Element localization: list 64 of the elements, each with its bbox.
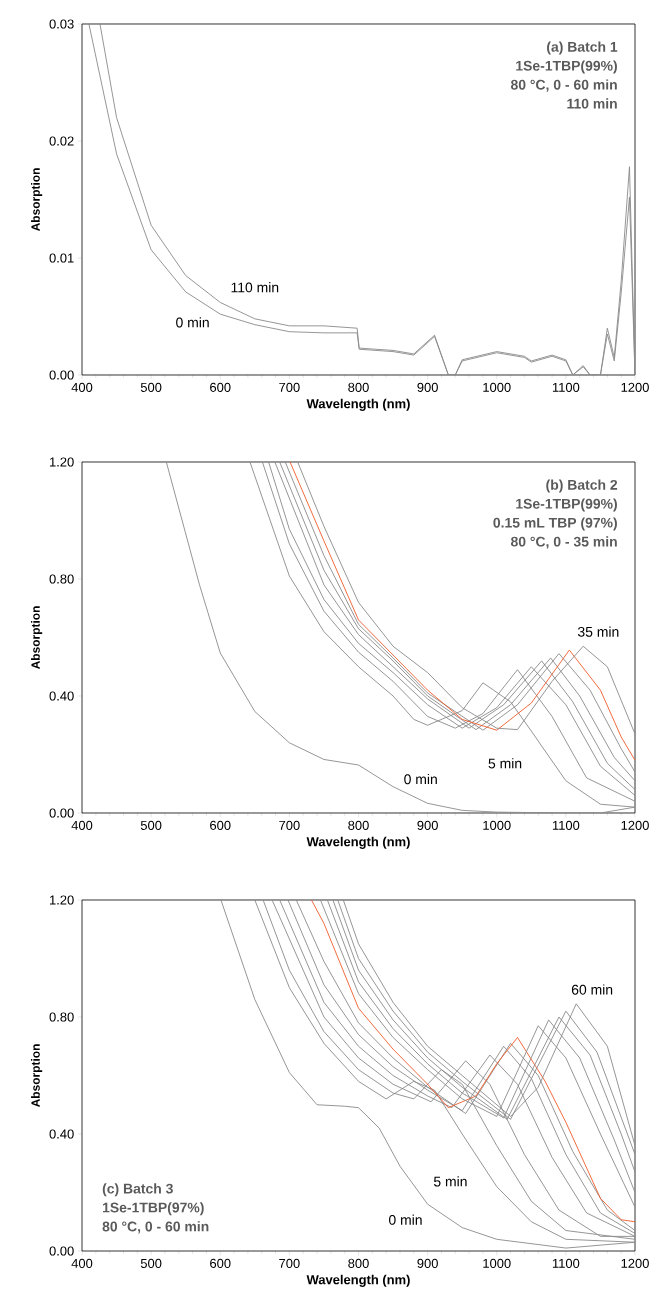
y-tick-label: 1.20 <box>50 895 74 905</box>
x-tick-label: 1200 <box>621 382 649 392</box>
x-tick-label: 600 <box>210 820 231 830</box>
x-tick-label: 500 <box>140 382 162 392</box>
y-tick-label: 0.00 <box>49 808 74 818</box>
x-tick-label: 1000 <box>483 382 511 392</box>
annotation: 1Se-1TBP(99%) <box>516 60 617 74</box>
x-tick-label: 1100 <box>552 820 580 830</box>
x-tick-label: 400 <box>71 382 93 392</box>
annotation: 1Se-1TBP(99%) <box>516 498 617 512</box>
y-tick-label: 0.00 <box>49 370 74 380</box>
x-tick-label: 700 <box>279 820 300 830</box>
x-tick-label: 500 <box>140 820 162 830</box>
y-tick-label: 0.02 <box>49 136 74 146</box>
annotation: 80 °C, 0 - 60 min <box>102 1221 209 1234</box>
y-tick-label: 1.20 <box>50 457 74 467</box>
y-tick-label: 0.01 <box>49 253 74 263</box>
y-axis-title: Absorption <box>31 168 43 232</box>
x-tick-label: 800 <box>348 820 369 830</box>
annotation: (b) Batch 2 <box>546 479 618 493</box>
series-label: 60 min <box>571 984 613 995</box>
annotation: 1Se-1TBP(97%) <box>102 1202 204 1216</box>
annotation: 80 °C, 0 - 35 min <box>510 536 617 549</box>
y-axis-title: Absorption <box>31 1044 43 1108</box>
x-tick-label: 400 <box>71 1258 93 1268</box>
series-label: 0 min <box>404 773 437 785</box>
x-tick-label: 1200 <box>621 820 649 830</box>
annotation: (c) Batch 3 <box>102 1183 173 1197</box>
annotation: 110 min <box>567 98 617 109</box>
x-tick-label: 400 <box>71 820 93 830</box>
series-label: 5 min <box>488 758 522 769</box>
annotation: (a) Batch 1 <box>547 41 618 55</box>
x-tick-label: 1000 <box>483 1258 511 1268</box>
series-label: 110 min <box>231 282 279 293</box>
x-tick-label: 800 <box>348 382 369 392</box>
series-label: 0 min <box>176 317 209 328</box>
y-axis-title: Absorption <box>31 606 43 670</box>
x-tick-label: 1100 <box>552 382 580 392</box>
x-tick-label: 1200 <box>621 1258 649 1268</box>
y-tick-label: 0.80 <box>49 574 74 584</box>
y-tick-label: 0.00 <box>49 1246 74 1256</box>
x-axis-title: Wavelength (nm) <box>306 1274 410 1287</box>
x-tick-label: 700 <box>279 1258 300 1268</box>
x-tick-label: 600 <box>210 382 231 392</box>
x-tick-label: 1100 <box>552 1258 580 1268</box>
x-axis-title: Wavelength (nm) <box>306 836 410 849</box>
x-tick-label: 600 <box>210 1258 231 1268</box>
y-tick-label: 0.40 <box>49 1129 74 1139</box>
series-label: 5 min <box>433 1176 467 1187</box>
x-tick-label: 700 <box>279 382 300 392</box>
y-tick-label: 0.80 <box>49 1012 74 1022</box>
annotation: 80 °C, 0 - 60 min <box>510 79 617 92</box>
y-tick-label: 0.03 <box>49 19 74 29</box>
series-label: 0 min <box>389 1214 422 1225</box>
x-tick-label: 1000 <box>483 820 511 830</box>
y-tick-label: 0.40 <box>49 691 74 701</box>
series-label: 35 min <box>577 626 619 637</box>
annotation: 0.15 mL TBP (97%) <box>493 517 617 531</box>
x-tick-label: 500 <box>140 1258 162 1268</box>
x-tick-label: 900 <box>417 820 438 830</box>
x-tick-label: 900 <box>417 382 438 392</box>
x-axis-title: Wavelength (nm) <box>306 398 410 411</box>
x-tick-label: 800 <box>348 1258 369 1268</box>
x-tick-label: 900 <box>417 1258 438 1268</box>
